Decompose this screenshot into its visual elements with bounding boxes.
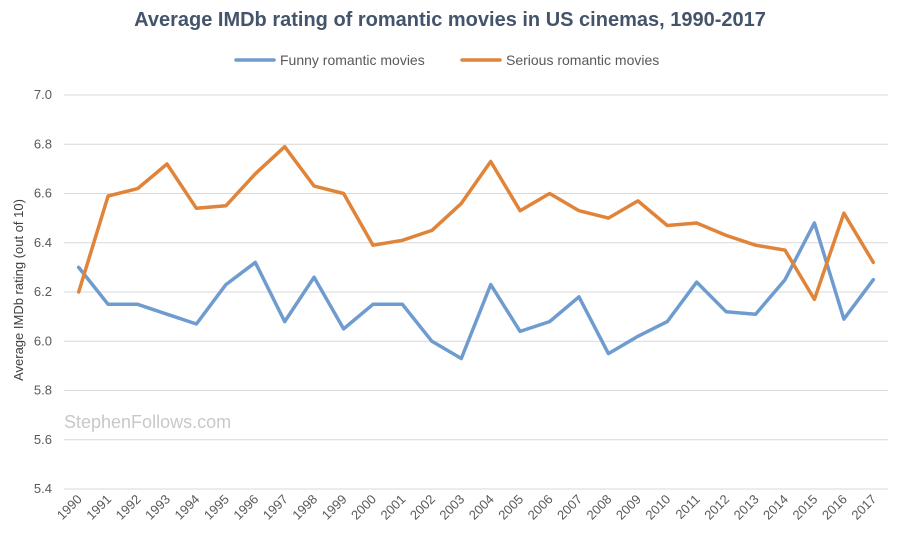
y-axis-label: Average IMDb rating (out of 10) [11, 199, 26, 381]
x-tick-label: 1999 [319, 492, 350, 523]
y-tick-label: 7.0 [34, 87, 52, 102]
series-line-1 [76, 144, 876, 302]
y-tick-label: 5.4 [34, 481, 52, 496]
x-tick-label: 2004 [466, 492, 497, 523]
x-tick-label: 2002 [407, 492, 438, 523]
x-tick-label: 2005 [495, 492, 526, 523]
x-tick-label: 1991 [83, 492, 114, 523]
x-tick-label: 1994 [171, 492, 202, 523]
x-tick-label: 2006 [525, 492, 556, 523]
series-line-0 [76, 221, 876, 361]
x-tick-label: 1998 [289, 492, 320, 523]
y-tick-label: 6.4 [34, 235, 52, 250]
y-tick-label: 6.8 [34, 136, 52, 151]
x-tick-label: 2011 [672, 492, 702, 522]
y-tick-label: 5.6 [34, 432, 52, 447]
x-tick-label: 2016 [819, 492, 850, 523]
legend-label-0: Funny romantic movies [280, 52, 425, 68]
x-tick-label: 2009 [613, 492, 644, 523]
x-tick-label: 1995 [201, 492, 232, 523]
x-tick-label: 2001 [377, 492, 408, 523]
x-tick-label: 1992 [113, 492, 144, 523]
x-tick-label: 1993 [142, 492, 173, 523]
x-tick-label: 1997 [260, 492, 291, 523]
x-tick-label: 2013 [731, 492, 762, 523]
y-tick-label: 6.0 [34, 333, 52, 348]
y-tick-label: 5.8 [34, 383, 52, 398]
x-tick-label: 1990 [54, 492, 85, 523]
watermark-text: StephenFollows.com [64, 412, 231, 432]
series-lines [76, 144, 876, 361]
x-tick-label: 2015 [789, 492, 820, 523]
x-tick-label: 2008 [583, 492, 614, 523]
legend: Funny romantic movies Serious romantic mo… [234, 52, 659, 68]
chart-title: Average IMDb rating of romantic movies i… [134, 9, 766, 31]
y-axis-ticks: 5.4 5.6 5.8 6.0 6.2 6.4 6.6 6.8 7.0 [34, 87, 52, 496]
x-tick-label: 1996 [230, 492, 261, 523]
x-tick-label: 2010 [642, 492, 673, 523]
x-tick-label: 2007 [554, 492, 585, 523]
x-tick-label: 2012 [701, 492, 732, 523]
y-tick-label: 6.2 [34, 284, 52, 299]
y-tick-label: 6.6 [34, 186, 52, 201]
legend-label-1: Serious romantic movies [506, 52, 659, 68]
x-tick-label: 2017 [848, 492, 879, 523]
x-tick-label: 2000 [348, 492, 379, 523]
gridlines [64, 94, 888, 490]
x-axis-ticks: 1990199119921993199419951996199719981999… [54, 492, 880, 523]
x-tick-label: 2014 [760, 492, 791, 523]
x-tick-label: 2003 [436, 492, 467, 523]
